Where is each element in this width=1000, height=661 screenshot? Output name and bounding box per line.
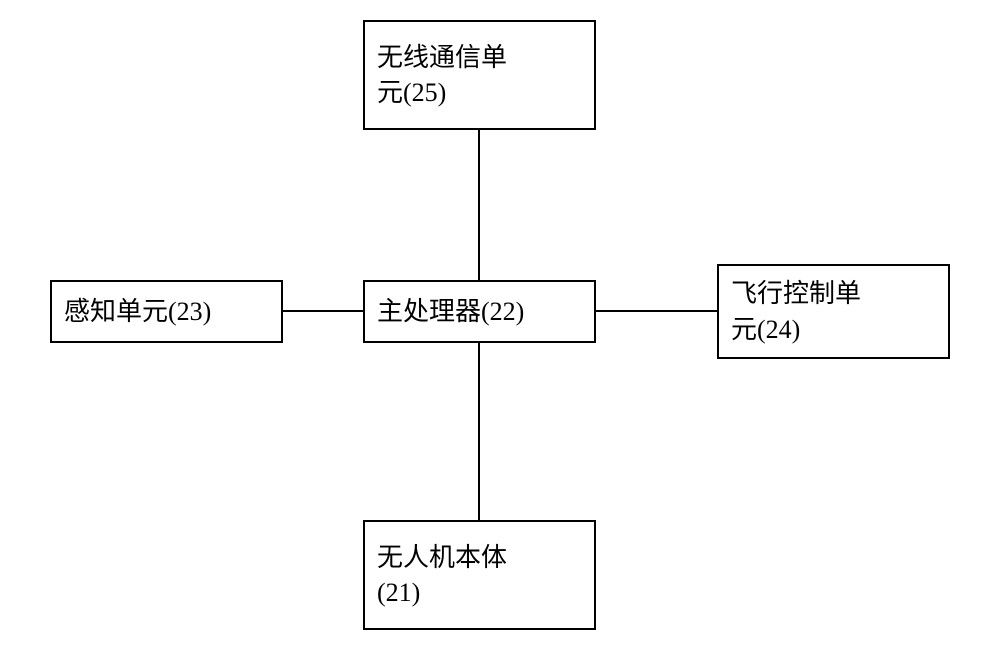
node-label-line1: 感知单元(23) — [64, 294, 281, 329]
node-label-line1: 主处理器(22) — [377, 294, 594, 329]
edge-wireless-cpu — [478, 130, 480, 280]
node-flight-control: 飞行控制单 元(24) — [717, 264, 950, 359]
node-wireless-comm: 无线通信单 元(25) — [363, 20, 596, 130]
edge-sense-cpu — [283, 310, 363, 312]
edge-cpu-flight — [596, 310, 717, 312]
node-main-cpu: 主处理器(22) — [363, 280, 596, 343]
edge-cpu-body — [478, 343, 480, 520]
node-label-line1: 飞行控制单 — [731, 276, 948, 311]
node-label-line1: 无人机本体 — [377, 540, 594, 575]
node-drone-body: 无人机本体 (21) — [363, 520, 596, 630]
node-sense-unit: 感知单元(23) — [50, 280, 283, 343]
node-label-line2: (21) — [377, 575, 594, 610]
node-label-line2: 元(24) — [731, 312, 948, 347]
node-label-line2: 元(25) — [377, 75, 594, 110]
diagram-canvas: 无线通信单 元(25) 感知单元(23) 主处理器(22) 飞行控制单 元(24… — [0, 0, 1000, 661]
node-label-line1: 无线通信单 — [377, 40, 594, 75]
